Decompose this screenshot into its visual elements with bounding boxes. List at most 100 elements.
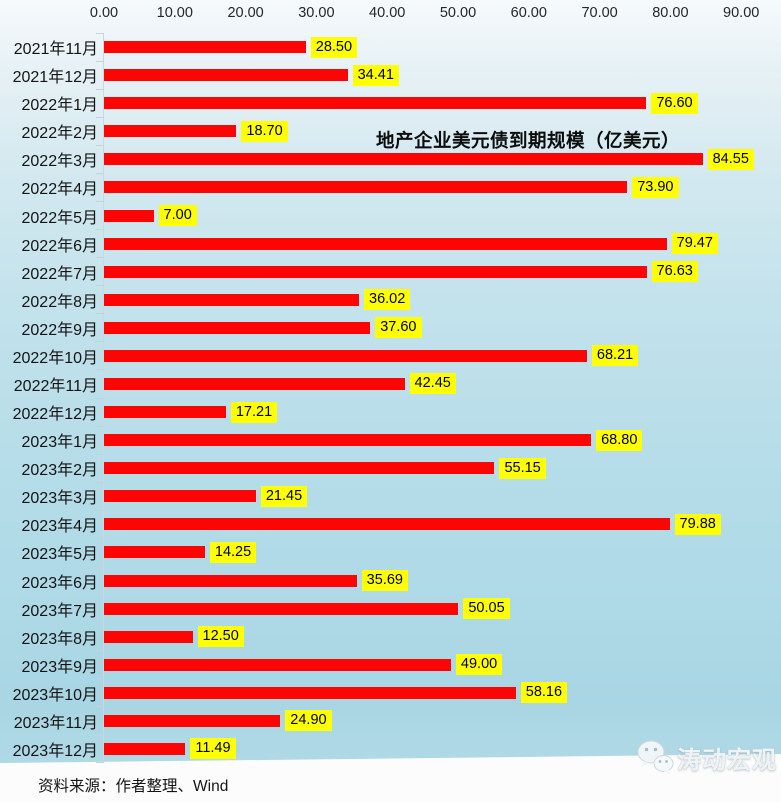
- bar-row: 2022年2月 18.70: [0, 116, 781, 145]
- axis-tick: [96, 116, 104, 118]
- bar-track: 35.69: [104, 566, 781, 594]
- axis-tick: [96, 369, 104, 371]
- axis-tick: [96, 60, 104, 62]
- axis-tick: [96, 200, 104, 202]
- bar-track: 21.45: [104, 482, 781, 510]
- bar-track: 73.90: [104, 173, 781, 201]
- category-label: 2023年8月: [21, 630, 99, 648]
- bar-track: 18.70: [104, 117, 781, 145]
- bar-track: 7.00: [104, 201, 781, 229]
- bar: [104, 97, 647, 110]
- axis-tick-label: 40.00: [369, 5, 406, 21]
- bar-row: 2023年3月 21.45: [0, 481, 781, 510]
- bar-track: 28.50: [104, 33, 781, 61]
- value-label: 42.45: [409, 373, 456, 395]
- axis-tick: [96, 481, 104, 483]
- value-label: 76.63: [651, 261, 698, 283]
- watermark: 涛动宏观: [636, 739, 777, 776]
- category-label: 2023年10月: [12, 686, 98, 704]
- category-label: 2023年7月: [21, 602, 99, 620]
- bar-row: 2021年11月 28.50: [0, 32, 781, 61]
- axis-tick: [96, 537, 104, 539]
- bar-track: 49.00: [104, 651, 781, 679]
- axis-tick-label: 0.00: [89, 5, 119, 21]
- axis-tick: [96, 341, 104, 343]
- value-label: 73.90: [632, 176, 679, 198]
- axis-tick: [96, 678, 104, 680]
- bar-track: 84.55: [104, 145, 781, 173]
- bar: [104, 714, 281, 727]
- bar-track: 76.63: [104, 258, 781, 286]
- wechat-icon: [637, 740, 674, 775]
- watermark-text: 涛动宏观: [677, 747, 777, 774]
- category-label: 2023年12月: [12, 742, 98, 760]
- axis-tick: [96, 285, 104, 287]
- value-axis: 0.00 10.00 20.00 30.00 40.00 50.00 60.00 70.00 8…: [0, 0, 781, 33]
- axis-tick: [96, 650, 104, 652]
- value-label: 7.00: [158, 205, 197, 226]
- category-label: 2023年4月: [21, 518, 99, 536]
- value-label: 34.41: [352, 64, 399, 86]
- axis-tick-label: 80.00: [652, 5, 689, 21]
- bar-track: 24.90: [104, 707, 781, 735]
- bar-row: 2023年11月 24.90: [0, 706, 781, 735]
- value-label: 12.50: [197, 626, 244, 648]
- category-label: 2021年12月: [12, 69, 98, 87]
- bar: [104, 686, 516, 699]
- bar: [104, 742, 186, 755]
- category-label: 2021年11月: [13, 41, 98, 59]
- bar-row: 2023年9月 49.00: [0, 650, 781, 679]
- bar-row: 2023年5月 14.25: [0, 537, 781, 566]
- bar-row: 2022年7月 76.63: [0, 257, 781, 286]
- axis-tick: [96, 172, 104, 174]
- bar-row: 2022年6月 79.47: [0, 229, 781, 258]
- axis-tick: [96, 706, 104, 708]
- bar: [104, 69, 348, 82]
- bar-track: 36.02: [104, 286, 781, 314]
- value-label: 18.70: [241, 120, 288, 142]
- bar-track: 50.05: [104, 595, 781, 623]
- value-label: 21.45: [260, 485, 308, 507]
- bar: [104, 41, 306, 54]
- category-label: 2023年6月: [21, 574, 99, 592]
- axis-tick-label: 90.00: [723, 5, 760, 21]
- bar-row: 2022年3月 84.55: [0, 144, 781, 173]
- category-label: 2023年11月: [13, 714, 98, 732]
- value-label: 55.15: [499, 457, 546, 479]
- axis-tick: [96, 229, 104, 231]
- bar-row: 2022年12月 17.21: [0, 397, 781, 426]
- value-label: 11.49: [190, 738, 236, 760]
- category-label: 2022年2月: [21, 125, 99, 143]
- bar: [104, 574, 357, 587]
- value-label: 76.60: [651, 92, 698, 114]
- bar: [104, 349, 587, 362]
- value-label: 14.25: [209, 541, 257, 563]
- value-label: 17.21: [230, 401, 278, 423]
- value-label: 79.47: [671, 233, 718, 255]
- category-label: 2023年9月: [21, 658, 99, 676]
- axis-tick-label: 70.00: [581, 5, 618, 21]
- chart-title: 地产企业美元债到期规模（亿美元）: [375, 130, 681, 151]
- value-label: 84.55: [707, 148, 754, 170]
- axis-tick-label: 60.00: [510, 5, 547, 21]
- bar: [104, 518, 670, 531]
- bar: [104, 490, 256, 503]
- bar: [104, 125, 237, 138]
- category-label: 2022年7月: [21, 265, 99, 283]
- bar-row: 2023年6月 35.69: [0, 565, 781, 594]
- bar: [104, 602, 459, 615]
- bar: [104, 321, 371, 334]
- bar-track: 68.21: [104, 342, 781, 370]
- bar-track: 34.41: [104, 61, 781, 89]
- bar-row: 2023年7月 50.05: [0, 594, 781, 623]
- bar-row: 2023年2月 55.15: [0, 453, 781, 482]
- bar-track: 68.80: [104, 426, 781, 454]
- bar-track: 79.47: [104, 230, 781, 258]
- value-label: 68.80: [596, 429, 643, 451]
- bar-row: 2023年10月 58.16: [0, 678, 781, 707]
- bar-track: 37.60: [104, 314, 781, 342]
- bar: [104, 630, 193, 643]
- bar: [104, 658, 451, 671]
- axis-tick: [96, 453, 104, 455]
